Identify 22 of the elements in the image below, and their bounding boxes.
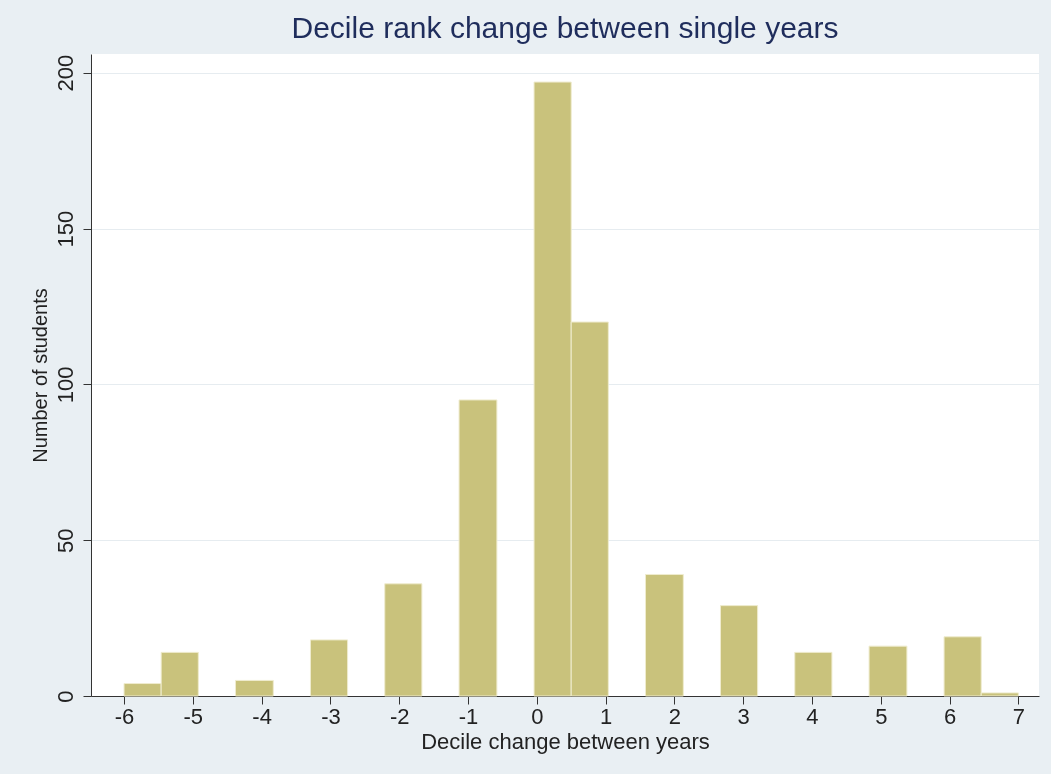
x-tick-label: 5 bbox=[875, 703, 888, 729]
x-axis-title: Decile change between years bbox=[421, 728, 710, 754]
x-tick-label: -3 bbox=[321, 703, 341, 729]
x-tick-label: 3 bbox=[737, 703, 750, 729]
x-tick-label: -1 bbox=[458, 703, 479, 729]
x-tick-label: -2 bbox=[389, 703, 410, 729]
x-tick-label: 2 bbox=[668, 703, 682, 729]
x-tick-label: -4 bbox=[252, 703, 272, 729]
x-tick-label: 6 bbox=[943, 703, 957, 729]
x-tick-label: 1 bbox=[599, 703, 613, 729]
y-tick-label: 150 bbox=[52, 210, 78, 248]
y-tick-label: 200 bbox=[52, 54, 78, 92]
x-tick-label: -5 bbox=[183, 703, 204, 729]
y-tick-label: 100 bbox=[52, 366, 78, 404]
y-tick-label: 0 bbox=[52, 690, 78, 703]
x-tick-label: -6 bbox=[114, 703, 135, 729]
x-tick-label: 4 bbox=[806, 703, 819, 729]
x-tick-label: 0 bbox=[531, 703, 544, 729]
y-tick-label: 50 bbox=[52, 528, 78, 553]
chart-title: Decile rank change between single years bbox=[291, 11, 839, 44]
x-tick-label: 7 bbox=[1012, 703, 1025, 729]
y-axis-title: Number of students bbox=[28, 288, 51, 463]
